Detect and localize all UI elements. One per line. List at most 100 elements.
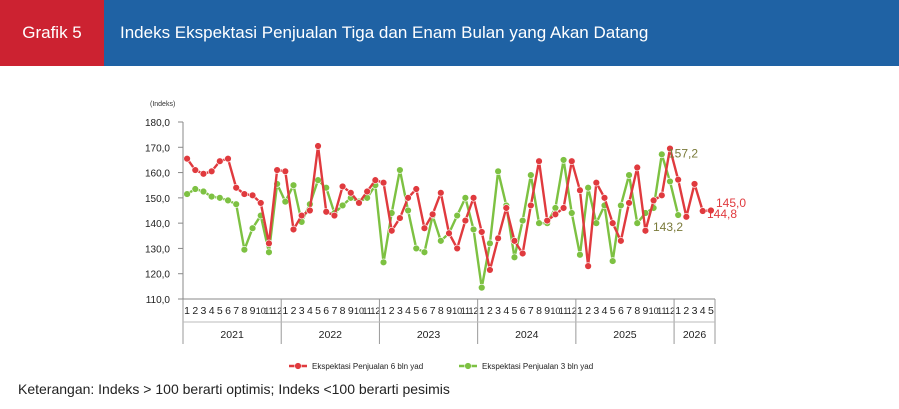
data-point-6bln (699, 207, 707, 215)
data-point-3bln (437, 237, 445, 245)
data-point-3bln (518, 216, 527, 225)
data-point-6bln (404, 194, 412, 202)
x-year-label: 2024 (515, 329, 539, 341)
data-point-3bln (338, 201, 347, 210)
annotation-label: 145,0 (716, 196, 746, 210)
x-month-label: 11 (362, 306, 371, 316)
data-point-3bln (281, 197, 290, 206)
x-month-label: 3 (495, 305, 501, 317)
data-point-6bln (347, 189, 355, 197)
x-month-label: 12 (469, 306, 479, 316)
x-month-label: 3 (593, 305, 599, 317)
x-month-label: 6 (520, 305, 526, 317)
data-point-6bln (388, 227, 396, 235)
data-point-3bln (658, 150, 666, 159)
x-month-label: 8 (634, 305, 640, 317)
data-point-6bln (437, 189, 445, 197)
x-month-label: 8 (536, 305, 542, 317)
data-point-6bln (191, 166, 199, 174)
x-month-label: 10 (452, 306, 462, 316)
legend-label: Ekspektasi Penjualan 6 bln yad (312, 362, 423, 371)
data-point-6bln (183, 154, 191, 163)
data-point-6bln (240, 190, 249, 198)
x-month-label: 9 (250, 305, 256, 317)
x-month-label: 10 (550, 306, 560, 316)
data-point-3bln (379, 258, 388, 267)
data-point-6bln (478, 228, 486, 236)
data-point-6bln (633, 163, 641, 172)
data-point-6bln (600, 194, 609, 202)
data-point-3bln (527, 171, 535, 179)
data-point-6bln (232, 184, 240, 192)
data-point-6bln (306, 206, 314, 215)
x-month-label: 5 (413, 305, 419, 317)
y-tick-label: 130,0 (145, 244, 170, 255)
data-point-6bln (363, 187, 371, 196)
x-month-label: 1 (577, 305, 583, 317)
x-month-label: 9 (643, 305, 649, 317)
data-point-3bln (674, 211, 682, 219)
data-point-6bln (257, 199, 265, 207)
data-point-6bln (518, 249, 527, 258)
x-month-label: 10 (256, 306, 266, 316)
x-month-label: 5 (610, 305, 616, 317)
data-point-6bln (486, 266, 494, 274)
data-point-6bln (428, 210, 437, 218)
data-point-3bln (633, 219, 641, 227)
x-month-label: 2 (291, 305, 297, 317)
data-point-6bln (584, 262, 592, 270)
data-point-6bln (559, 204, 568, 212)
data-point-6bln (592, 178, 601, 187)
legend-swatch-marker (294, 362, 302, 370)
x-month-label: 4 (209, 305, 215, 317)
x-year-label: 2021 (220, 329, 244, 341)
x-month-label: 11 (461, 306, 470, 316)
data-point-3bln (535, 219, 543, 227)
data-point-6bln (666, 144, 674, 153)
data-point-6bln (494, 234, 502, 243)
y-tick-label: 140,0 (145, 219, 170, 230)
x-month-label: 2 (683, 305, 689, 317)
x-month-label: 5 (708, 305, 714, 317)
x-month-label: 12 (567, 306, 577, 316)
data-point-3bln (486, 239, 494, 248)
data-point-3bln (666, 177, 674, 186)
data-point-6bln (682, 213, 691, 221)
x-month-label: 12 (370, 306, 380, 316)
data-point-6bln (322, 208, 330, 216)
data-point-6bln (379, 178, 388, 187)
legend-swatch-marker (464, 362, 472, 370)
x-month-label: 8 (438, 305, 444, 317)
x-month-label: 5 (315, 305, 321, 317)
footnote: Keterangan: Indeks > 100 berarti optimis… (18, 381, 450, 397)
x-month-label: 4 (503, 305, 509, 317)
x-year-label: 2026 (683, 329, 707, 341)
x-month-label: 3 (397, 305, 403, 317)
x-month-label: 11 (559, 306, 568, 316)
x-month-label: 3 (201, 305, 207, 317)
data-point-6bln (469, 194, 478, 202)
data-point-3bln (183, 190, 191, 198)
data-point-6bln (420, 224, 429, 232)
data-point-6bln (527, 201, 535, 210)
data-point-6bln (608, 219, 617, 227)
x-month-label: 5 (217, 305, 223, 317)
data-point-6bln (338, 182, 347, 191)
data-point-6bln (281, 167, 290, 176)
data-point-3bln (469, 225, 478, 234)
data-point-3bln (265, 248, 273, 256)
data-point-6bln (535, 157, 543, 165)
data-point-6bln (453, 244, 461, 253)
x-month-label: 7 (626, 305, 632, 317)
data-point-3bln (248, 224, 257, 232)
data-point-6bln (674, 175, 682, 184)
data-point-6bln (297, 211, 306, 220)
data-point-6bln (248, 191, 257, 200)
annotation-label: 144,8 (707, 207, 737, 221)
data-point-6bln (330, 211, 339, 220)
x-year-label: 2022 (319, 329, 343, 341)
legend-label: Ekspektasi Penjualan 3 bln yad (482, 362, 593, 371)
data-point-6bln (543, 216, 551, 225)
x-month-label: 2 (192, 305, 198, 317)
data-point-3bln (232, 200, 240, 208)
